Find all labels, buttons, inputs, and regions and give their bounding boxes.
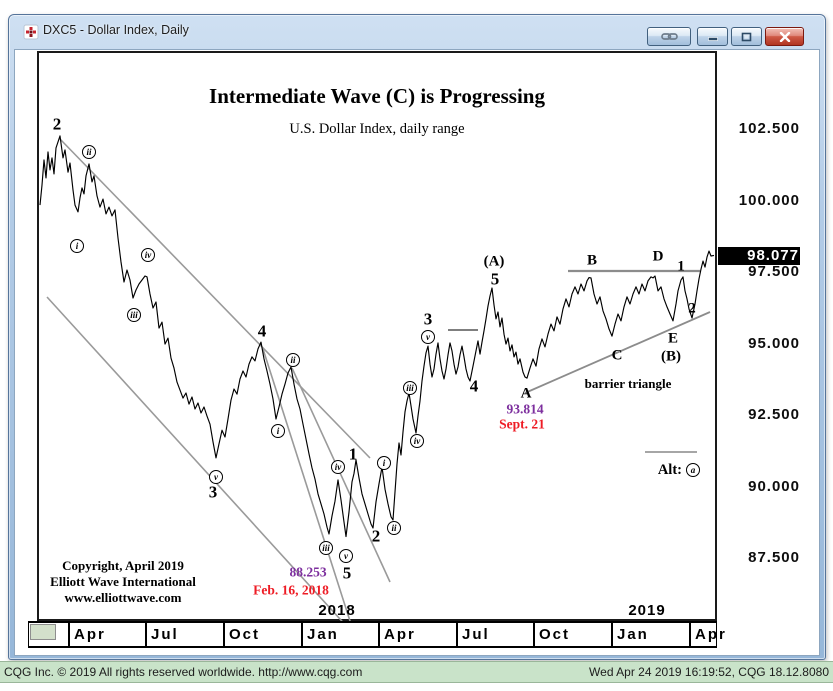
alt-count-label: Alt: a	[638, 461, 700, 479]
month-tick-separator	[378, 623, 380, 646]
status-right-text: Wed Apr 24 2019 16:19:52, CQG 18.12.8080	[589, 665, 829, 679]
credit-line: Elliott Wave International	[50, 574, 196, 589]
trendlines-group	[46, 138, 711, 647]
restore-button[interactable]	[731, 27, 762, 46]
circled-a-label: a	[686, 463, 700, 477]
wave-label: 5	[490, 269, 500, 289]
alt-label-text: Alt:	[657, 461, 682, 478]
price-callout: 88.253	[289, 564, 327, 580]
month-tick-separator	[145, 623, 147, 646]
chart-title: Intermediate Wave (C) is Progressing	[209, 84, 545, 108]
circled-wave-label: iv	[141, 248, 155, 262]
wave-label: 3	[208, 482, 218, 502]
app-window: DXC5 - Dollar Index, Daily	[8, 14, 826, 660]
month-tick-separator	[533, 623, 535, 646]
status-bar: CQG Inc. © 2019 All rights reserved worl…	[0, 661, 833, 683]
trendline	[59, 138, 371, 459]
month-tick-separator	[456, 623, 458, 646]
wave-label: 2	[52, 114, 62, 134]
wave-label: (A)	[483, 253, 505, 270]
circled-wave-label: i	[70, 239, 84, 253]
price-tick-label: 92.500	[748, 406, 800, 423]
wave-label: 2	[371, 526, 381, 546]
price-tick-label: 97.500	[748, 263, 800, 280]
credit-line: www.elliottwave.com	[64, 590, 182, 605]
circled-wave-label: ii	[82, 145, 96, 159]
price-tick-label: 95.000	[748, 334, 800, 352]
circled-wave-label: iv	[410, 434, 424, 448]
circled-wave-label: i	[271, 424, 285, 438]
month-label: Apr	[384, 626, 416, 643]
month-label: Oct	[229, 626, 261, 643]
month-label: Jan	[617, 626, 649, 643]
price-series-path	[39, 135, 715, 538]
wave-label: 1	[348, 444, 358, 464]
price-callout: Feb. 16, 2018	[253, 582, 329, 598]
wave-label: E	[667, 330, 679, 347]
circled-wave-label: iii	[403, 381, 417, 395]
trendline	[46, 296, 361, 642]
last-price-badge: 98.077	[718, 247, 800, 265]
circled-wave-label: iii	[127, 308, 141, 322]
price-callout: Sept. 21	[499, 416, 545, 432]
chart-plot-frame[interactable]	[37, 51, 717, 621]
month-tick-separator	[689, 623, 691, 646]
wave-label: 4	[257, 321, 267, 341]
minimize-button[interactable]	[697, 27, 728, 46]
year-label: 2018	[318, 602, 356, 619]
wave-label: D	[652, 248, 664, 265]
wave-label: 2	[688, 300, 696, 317]
price-tick-label: 100.000	[738, 191, 800, 209]
month-label: Jan	[307, 626, 339, 643]
wave-label: C	[611, 347, 623, 364]
status-left-text: CQG Inc. © 2019 All rights reserved worl…	[4, 665, 363, 679]
credit-line: Copyright, April 2019	[62, 558, 184, 573]
wave-label: 1	[677, 258, 685, 275]
window-title: DXC5 - Dollar Index, Daily	[43, 23, 189, 37]
circled-wave-label: v	[209, 470, 223, 484]
price-tick-label: 102.500	[738, 120, 800, 137]
trendline	[524, 311, 711, 394]
wave-label: A	[520, 385, 532, 402]
price-callout: 93.814	[506, 401, 544, 417]
month-label: Apr	[74, 626, 106, 643]
wave-label: 5	[342, 563, 352, 583]
trendline	[262, 348, 359, 647]
app-icon	[23, 24, 39, 40]
month-tick-separator	[223, 623, 225, 646]
month-tick-separator	[611, 623, 613, 646]
circled-wave-label: iii	[319, 541, 333, 555]
time-axis[interactable]: Apr Jul Oct Jan Apr Jul Oct Jan Apr	[28, 621, 725, 648]
circled-wave-label: i	[377, 456, 391, 470]
wave-label: 3	[423, 309, 433, 329]
month-tick-separator	[68, 623, 70, 646]
close-button[interactable]	[765, 27, 804, 46]
wave-label: B	[586, 252, 598, 269]
circled-wave-label: v	[421, 330, 435, 344]
link-windows-button[interactable]	[647, 27, 691, 46]
month-label: Jul	[151, 626, 179, 643]
axis-corner-box[interactable]	[30, 624, 56, 640]
price-tick-label: 87.500	[748, 549, 800, 566]
barrier-triangle-label: barrier triangle	[584, 376, 672, 391]
trendline	[291, 367, 391, 583]
price-tick-label: 90.000	[748, 477, 800, 495]
wave-label: (B)	[661, 348, 681, 365]
circled-wave-label: v	[339, 549, 353, 563]
circled-wave-label: ii	[387, 521, 401, 535]
chart-client-area	[14, 49, 820, 656]
month-tick-separator	[301, 623, 303, 646]
year-label: 2019	[628, 602, 666, 619]
month-label: Oct	[539, 626, 571, 643]
month-label: Apr	[695, 626, 727, 643]
circled-wave-label: iv	[331, 460, 345, 474]
circled-wave-label: ii	[286, 353, 300, 367]
titlebar[interactable]: DXC5 - Dollar Index, Daily	[9, 15, 825, 49]
wave-label: 4	[469, 376, 479, 396]
month-label: Jul	[462, 626, 490, 643]
chart-subtitle: U.S. Dollar Index, daily range	[289, 121, 465, 137]
